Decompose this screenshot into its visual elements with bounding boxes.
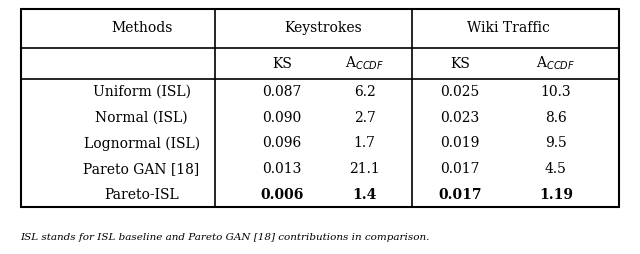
Text: 6.2: 6.2 (354, 85, 376, 99)
Text: Uniform (ISL): Uniform (ISL) (93, 85, 191, 99)
Bar (20, 9, 620, 208)
Text: 1.7: 1.7 (354, 136, 376, 150)
Text: 2.7: 2.7 (354, 111, 376, 125)
Text: 0.096: 0.096 (262, 136, 301, 150)
Text: 8.6: 8.6 (545, 111, 566, 125)
Text: 0.019: 0.019 (440, 136, 480, 150)
Text: 21.1: 21.1 (349, 162, 380, 176)
Text: 0.017: 0.017 (438, 187, 482, 202)
Text: 0.090: 0.090 (262, 111, 301, 125)
Text: Pareto GAN [18]: Pareto GAN [18] (83, 162, 200, 176)
Text: A$_{\mathit{CCDF}}$: A$_{\mathit{CCDF}}$ (536, 55, 575, 72)
Text: 0.087: 0.087 (262, 85, 301, 99)
Text: 0.023: 0.023 (440, 111, 480, 125)
Text: 0.013: 0.013 (262, 162, 301, 176)
Text: KS: KS (451, 57, 470, 71)
Text: 0.017: 0.017 (440, 162, 480, 176)
Text: Pareto-ISL: Pareto-ISL (104, 187, 179, 202)
Text: Normal (ISL): Normal (ISL) (95, 111, 188, 125)
Text: Wiki Traffic: Wiki Traffic (467, 21, 549, 35)
Text: ISL stands for ISL baseline and Pareto GAN [18] contributions in comparison.: ISL stands for ISL baseline and Pareto G… (20, 233, 430, 242)
Text: 0.006: 0.006 (260, 187, 303, 202)
Text: A$_{\mathit{CCDF}}$: A$_{\mathit{CCDF}}$ (345, 55, 384, 72)
Text: 1.19: 1.19 (539, 187, 573, 202)
Text: 0.025: 0.025 (440, 85, 480, 99)
Text: 9.5: 9.5 (545, 136, 566, 150)
Text: Keystrokes: Keystrokes (284, 21, 362, 35)
Text: 4.5: 4.5 (545, 162, 566, 176)
Text: Lognormal (ISL): Lognormal (ISL) (83, 136, 200, 151)
Text: Methods: Methods (111, 21, 172, 35)
Text: KS: KS (272, 57, 292, 71)
Text: 1.4: 1.4 (353, 187, 377, 202)
Text: 10.3: 10.3 (540, 85, 571, 99)
